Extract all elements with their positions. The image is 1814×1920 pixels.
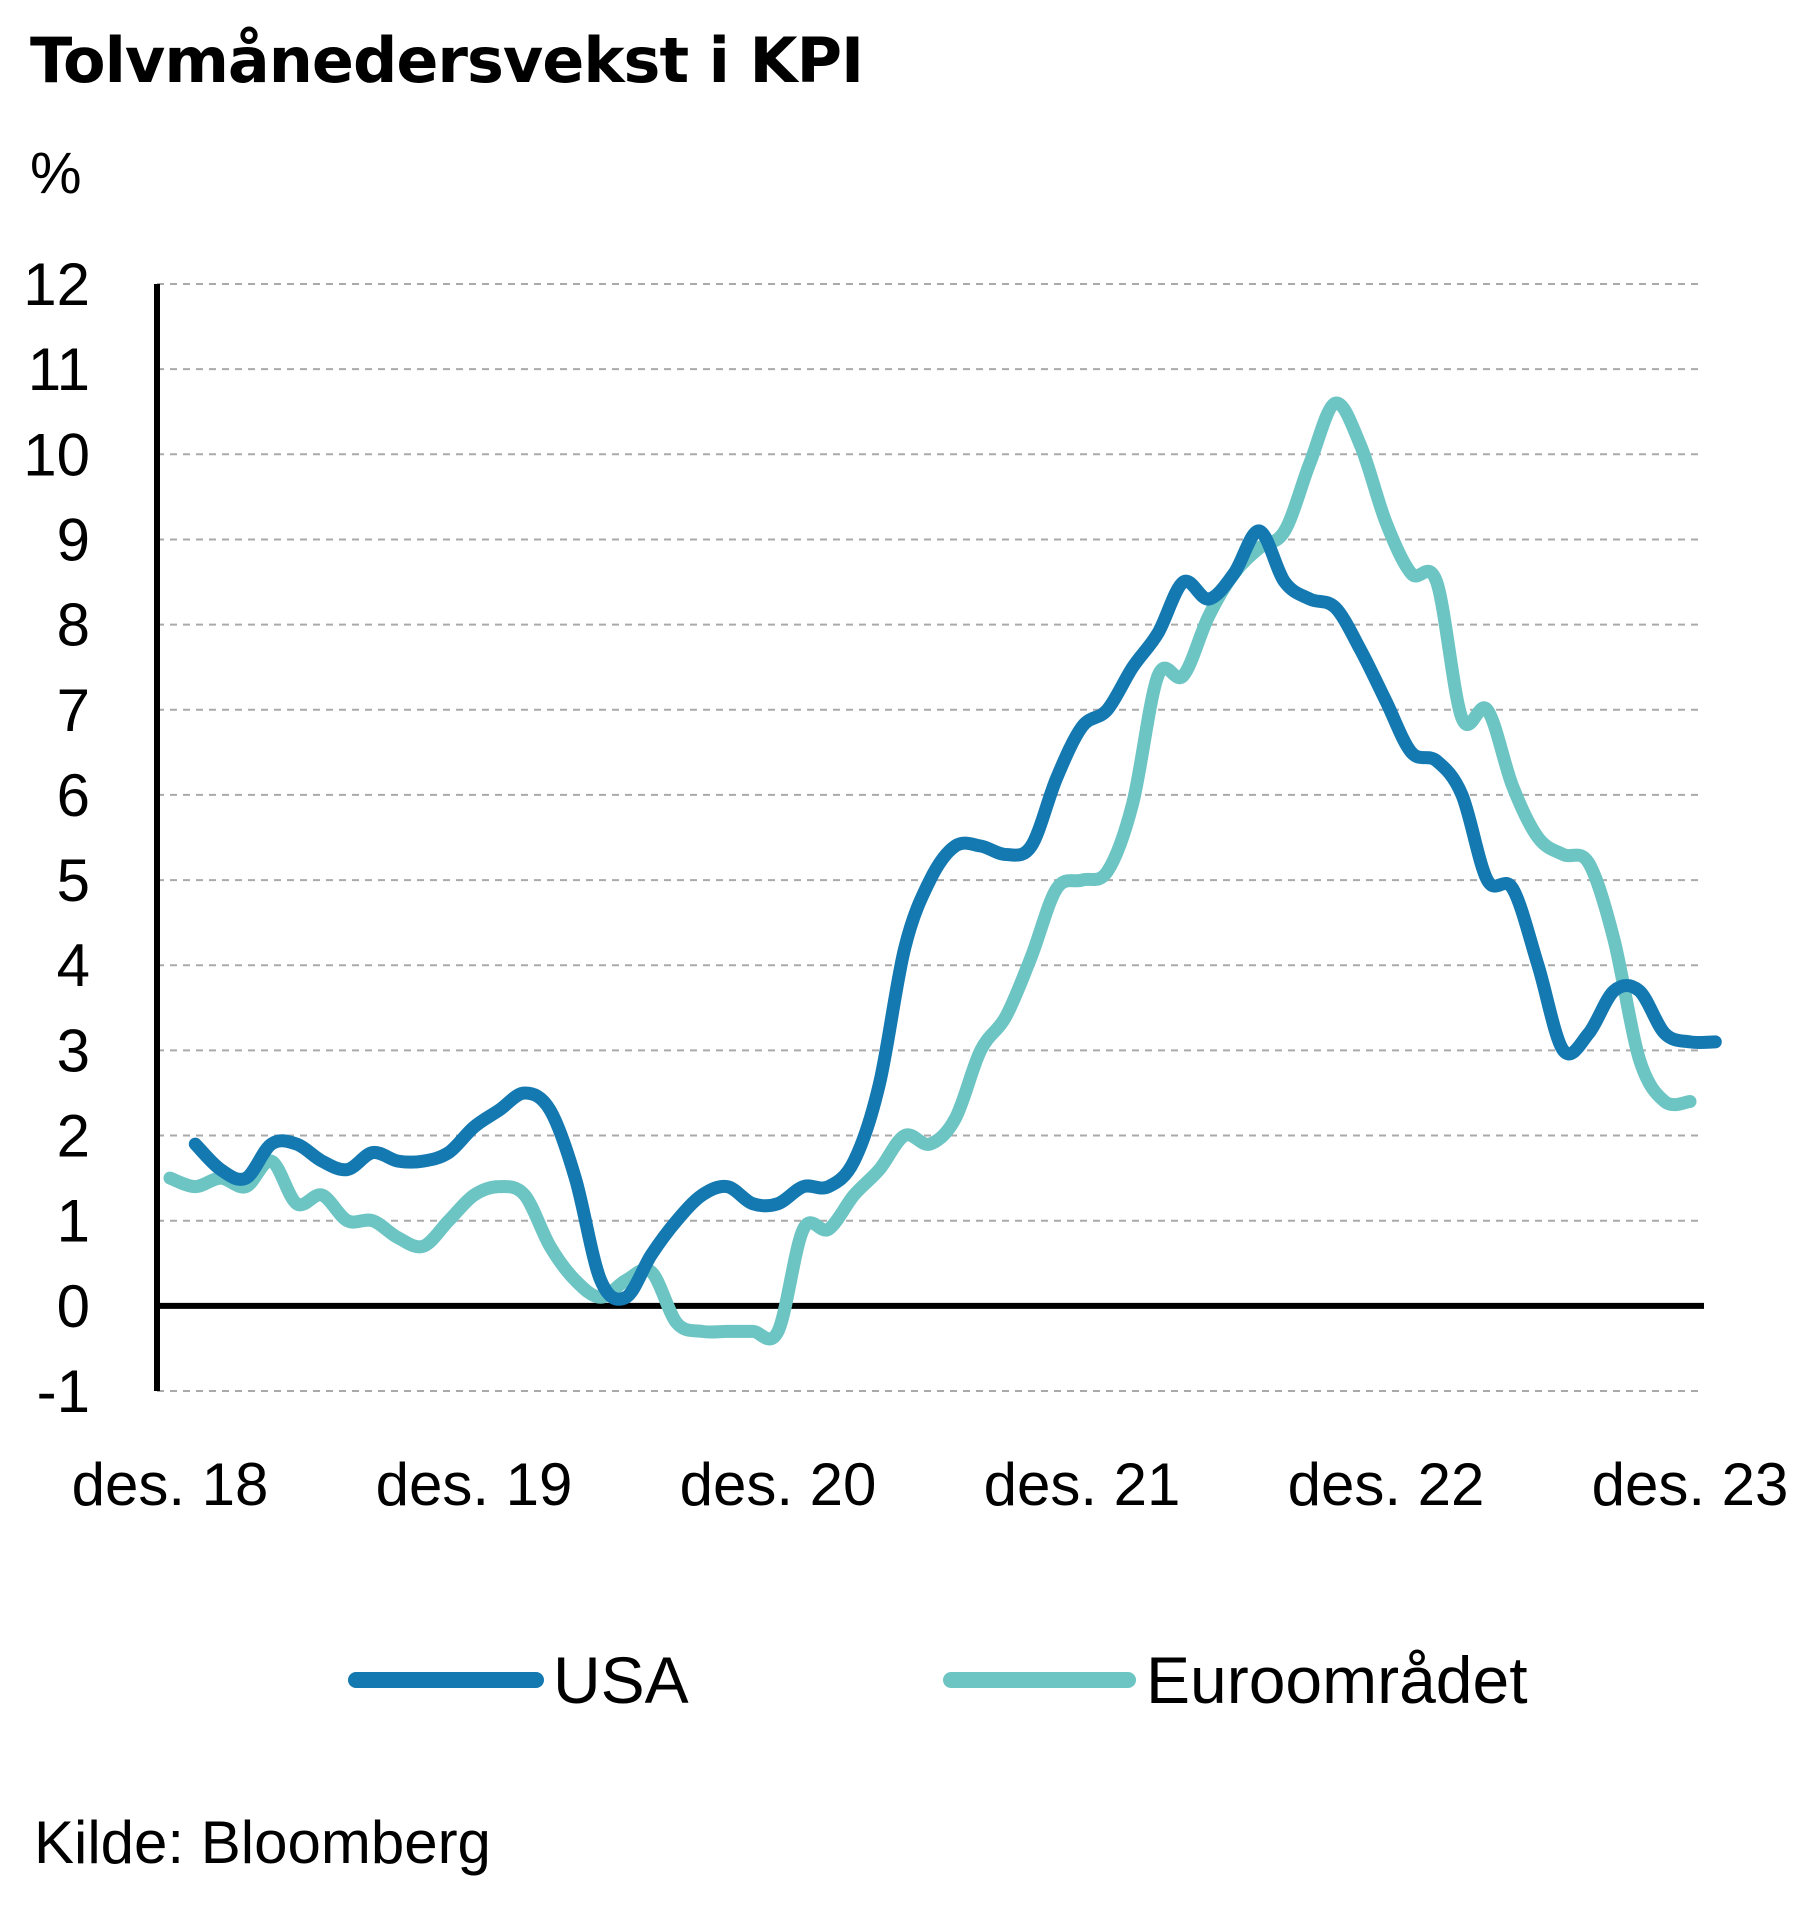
axes: [154, 284, 1704, 1391]
y-tick-label: 10: [23, 421, 90, 488]
y-axis-unit: %: [30, 141, 82, 206]
chart-title: Tolvmånedersvekst i KPI: [30, 24, 864, 97]
legend: USA Euroområdet: [348, 1643, 1528, 1717]
series-line-euro: [163, 396, 1697, 1346]
y-tick-label: 4: [57, 932, 90, 999]
y-tick-label: 1: [57, 1188, 90, 1255]
x-tick-label: des. 23: [1592, 1451, 1789, 1518]
series-line-usa: [188, 524, 1722, 1306]
x-tick-label: des. 20: [680, 1451, 877, 1518]
legend-label-euro: Euroområdet: [1146, 1643, 1528, 1717]
y-tick-label: 9: [57, 506, 90, 573]
series-lines: [163, 396, 1722, 1346]
y-tick-label: 12: [23, 251, 90, 318]
source-note: Kilde: Bloomberg: [34, 1809, 491, 1876]
y-tick-label: 11: [28, 336, 90, 403]
legend-label-usa: USA: [553, 1643, 689, 1717]
x-tick-label: des. 22: [1288, 1451, 1485, 1518]
x-tick-label: des. 21: [984, 1451, 1181, 1518]
y-tick-label: 5: [57, 847, 90, 914]
x-tick-labels: des. 18 des. 19 des. 20 des. 21 des. 22 des. …: [72, 1451, 1789, 1518]
y-tick-label: 3: [57, 1017, 90, 1084]
x-tick-label: des. 18: [72, 1451, 269, 1518]
y-tick-label: 6: [57, 762, 90, 829]
y-tick-label: 8: [57, 592, 90, 659]
y-tick-label: -1: [37, 1358, 90, 1425]
x-tick-label: des. 19: [376, 1451, 573, 1518]
y-tick-label: 0: [57, 1273, 90, 1340]
y-tick-label: 7: [57, 677, 90, 744]
y-tick-label: 2: [57, 1103, 90, 1170]
